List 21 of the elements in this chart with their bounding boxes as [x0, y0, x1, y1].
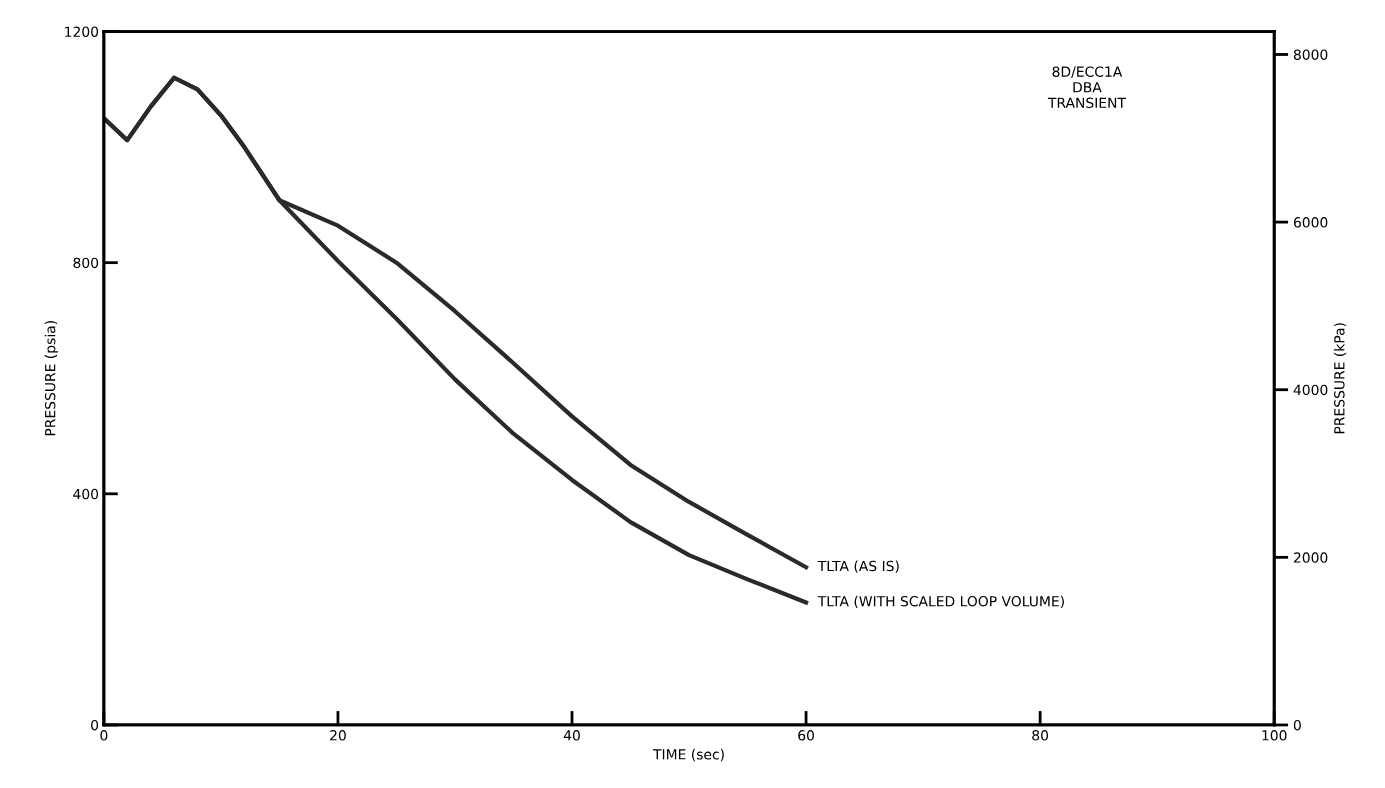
y-tick-label: 800 — [73, 257, 99, 269]
y2-tick-label: 8000 — [1293, 49, 1328, 60]
x-tick-label: 80 — [1032, 730, 1049, 741]
y-tick-label: 0 — [91, 719, 99, 731]
y2-tick-label: 4000 — [1293, 384, 1328, 396]
x-tick-label: 100 — [1262, 730, 1287, 741]
series-label: TLTA (WITH SCALED LOOP VOLUME) — [817, 595, 1064, 609]
x-tick-label: 60 — [798, 730, 814, 741]
y2-tick-label: 2000 — [1293, 552, 1328, 563]
y2-tick-label: 0 — [1293, 719, 1301, 731]
x-tick-label: 20 — [330, 730, 346, 741]
x-axis-title: TIME (sec) — [652, 748, 724, 762]
y-axis-title: PRESSURE (psia) — [44, 321, 59, 436]
y-tick-label: 1200 — [65, 26, 99, 37]
y2-axis-title: PRESSURE (kPa) — [1333, 323, 1347, 434]
series-label: TLTA (AS IS) — [817, 560, 899, 573]
annotation: 8D/ECC1A DBA TRANSIENT — [1047, 66, 1126, 109]
x-tick-label: 0 — [100, 730, 108, 741]
y2-tick-label: 6000 — [1293, 217, 1328, 228]
y-tick-label: 400 — [73, 488, 99, 500]
x-tick-label: 40 — [563, 730, 580, 741]
